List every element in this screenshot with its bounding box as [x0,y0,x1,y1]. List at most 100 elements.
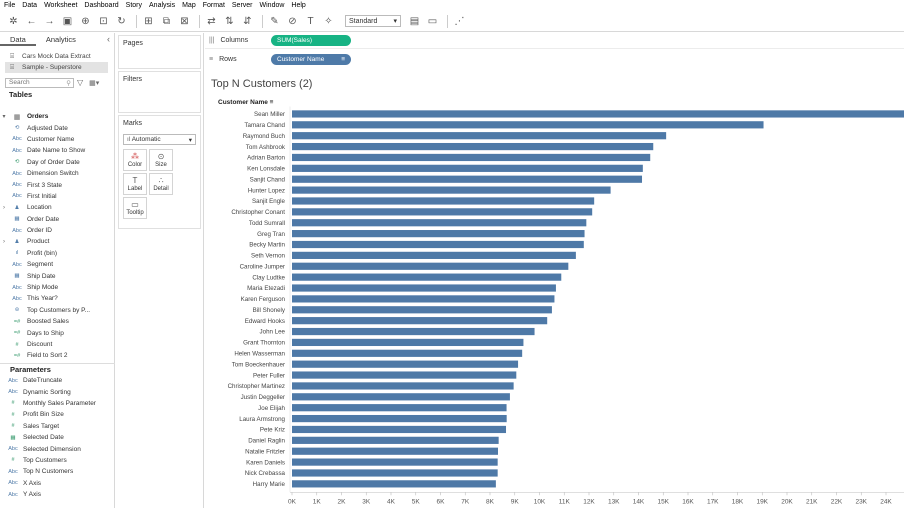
clear-sheet-icon[interactable]: ⊠ [180,15,189,27]
field-first-initial[interactable]: Abc First Initial [0,191,115,202]
menu-data[interactable]: Data [22,2,38,9]
field-location[interactable]: › ♟ Location [0,202,115,213]
field-top-customers[interactable]: # Top Customers [0,455,115,466]
category-label[interactable]: Tom Boeckenhauer [232,361,285,368]
category-label[interactable]: Joe Elijah [258,405,285,412]
field-order-id[interactable]: Abc Order ID [0,225,115,236]
bar-mark[interactable] [292,132,667,140]
menu-format[interactable]: Format [202,2,225,9]
bar-mark[interactable] [292,480,496,488]
tab-analytics[interactable]: Analytics [45,35,76,44]
expand-icon[interactable]: › [3,238,5,245]
field-sales-target[interactable]: # Sales Target [0,421,115,432]
category-label[interactable]: Greg Tran [257,231,285,238]
view-options-icon[interactable]: ▦▾ [89,79,100,87]
group-icon[interactable]: ⊘ [288,15,297,27]
field-selected-date[interactable]: ▦ Selected Date [0,432,115,443]
bar-mark[interactable] [292,425,507,434]
bar-mark[interactable] [292,240,584,249]
category-label[interactable]: Christopher Martinez [228,383,285,390]
category-label[interactable]: Bill Shonely [253,307,286,314]
category-label[interactable]: Seth Vernon [251,253,286,260]
category-label[interactable]: Sanjit Chand [250,176,286,183]
bar-mark[interactable] [292,360,519,368]
category-label[interactable]: Tom Ashbrook [246,144,286,151]
field-monthly-sales-parameter[interactable]: # Monthly Sales Parameter [0,398,115,409]
field-selected-dimension[interactable]: Abc Selected Dimension [0,443,115,454]
bar-mark[interactable] [292,164,643,172]
menu-dashboard[interactable]: Dashboard [84,2,119,9]
new-datasource-icon[interactable]: ⊕ [81,15,90,27]
fix-axes-icon[interactable]: ✧ [324,15,333,27]
category-label[interactable]: Peter Fuller [253,372,285,379]
search-box[interactable]: ⚲ [5,77,74,88]
new-worksheet-icon[interactable]: ⊞ [144,15,153,27]
columns-shelf[interactable]: ||| Columns SUM(Sales) [205,33,904,49]
duplicate-sheet-icon[interactable]: ⧉ [162,15,171,27]
field-segment[interactable]: Abc Segment [0,259,115,270]
bar-mark[interactable] [292,371,517,379]
swap-rows-columns-icon[interactable]: ⇄ [207,15,216,27]
field-first-3-state[interactable]: Abc First 3 State [0,179,115,190]
presentation-mode-icon[interactable]: ▭ [427,15,438,27]
category-label[interactable]: Daniel Raglin [248,438,285,445]
field-discount[interactable]: # Discount [0,339,115,350]
menu-file[interactable]: File [4,2,16,9]
field-ship-date[interactable]: ▦ Ship Date [0,270,115,281]
field-datetruncate[interactable]: Abc DateTruncate [0,375,115,386]
mark-label-button[interactable]: T Label [123,173,147,195]
bar-mark[interactable] [292,414,507,423]
category-label[interactable]: Todd Sumrall [249,220,285,227]
category-label[interactable]: Natalie Fritzler [245,448,285,455]
field-product[interactable]: › ♟ Product [0,236,115,247]
menu-worksheet[interactable]: Worksheet [44,2,78,9]
sort-ascending-icon[interactable]: ⇅ [225,15,234,27]
bar-mark[interactable] [292,306,552,314]
bar-mark[interactable] [292,338,524,347]
category-label[interactable]: Hunter Lopez [248,187,285,194]
mark-color-button[interactable]: ⁂ Color [123,149,147,171]
category-label[interactable]: Ken Lonsdale [247,166,285,173]
category-label[interactable]: Pete Kriz [260,427,285,434]
category-label[interactable]: Edward Hooks [245,318,285,325]
category-label[interactable]: Adrian Barton [247,155,285,162]
category-label[interactable]: Harry Marie [253,481,286,488]
bar-mark[interactable] [292,208,593,216]
collapse-panel-icon[interactable]: ‹ [107,34,110,44]
category-label[interactable]: John Lee [260,329,286,336]
category-label[interactable]: Karen Ferguson [241,296,286,303]
category-label[interactable]: Raymond Buch [243,133,286,140]
redo-icon[interactable]: → [44,15,55,27]
bar-mark[interactable] [292,153,651,162]
field-dimension-switch[interactable]: Abc Dimension Switch [0,168,115,179]
category-label[interactable]: Maria Etezadi [247,285,285,292]
bar-mark[interactable] [292,284,556,292]
bar-mark[interactable] [292,186,611,194]
bar-mark[interactable] [292,110,904,118]
expand-icon[interactable]: › [3,204,5,211]
category-label[interactable]: Caroline Jumper [240,263,285,270]
category-label[interactable]: Helen Wasserman [234,351,285,358]
bar-mark[interactable] [292,327,535,336]
row-header[interactable]: Customer Name ≡ [218,99,273,106]
undo-icon[interactable]: ← [26,15,37,27]
category-label[interactable]: Justin Deggeller [241,394,285,401]
bar-mark[interactable] [292,349,523,357]
category-label[interactable]: Laura Armstrong [239,416,285,423]
save-icon[interactable]: ▣ [62,15,73,27]
category-label[interactable]: Clay Ludtke [252,274,285,281]
mark-size-button[interactable]: ⊙ Size [149,149,173,171]
filter-icon[interactable]: ▽ [77,78,84,87]
tab-data[interactable]: Data [0,33,36,46]
bar-mark[interactable] [292,317,548,325]
filters-shelf[interactable]: Filters [118,71,201,113]
sort-descending-icon[interactable]: ⇵ [243,15,252,27]
field-this-year[interactable]: Abc This Year? [0,293,115,304]
expand-icon[interactable]: ▾ [2,114,6,121]
datasource-item[interactable]: ⌸ Cars Mock Data Extract [0,51,114,62]
show-cards-icon[interactable]: ▤ [409,15,420,27]
bar-mark[interactable] [292,121,764,129]
field-dynamic-sorting[interactable]: Abc Dynamic Sorting [0,386,115,397]
bar-mark[interactable] [292,469,498,477]
bar-mark[interactable] [292,273,562,281]
